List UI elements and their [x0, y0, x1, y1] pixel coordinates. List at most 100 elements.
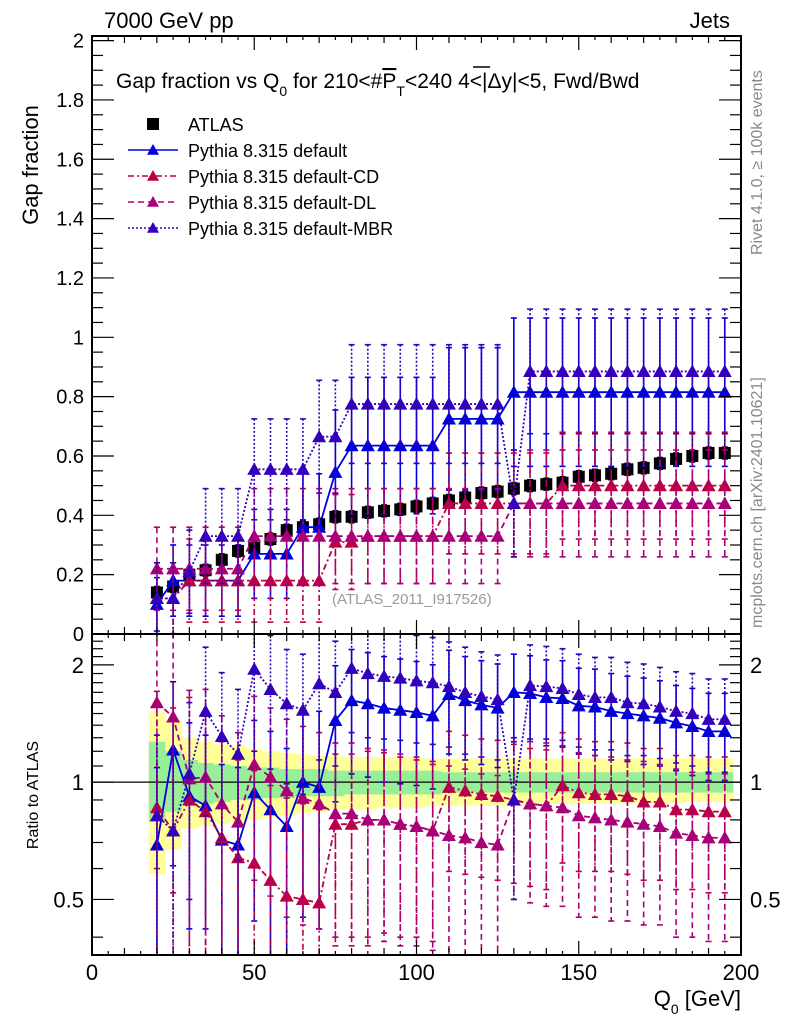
y-axis-title-main: Gap fraction	[18, 105, 43, 225]
y-tick-label: 0.6	[56, 446, 84, 468]
data-point	[717, 496, 732, 510]
x-title-unit: [GeV]	[679, 986, 741, 1011]
data-point	[149, 591, 164, 604]
data-point	[312, 895, 327, 909]
series-line	[156, 784, 725, 904]
data-point	[636, 696, 651, 710]
data-point	[312, 429, 327, 443]
data-point	[247, 662, 262, 675]
data-point	[571, 808, 586, 822]
data-point	[555, 778, 570, 792]
data-point	[669, 826, 684, 839]
legend-label: Pythia 8.315 default	[188, 141, 347, 161]
data-point	[247, 757, 262, 771]
data-point	[409, 529, 424, 542]
data-point	[669, 802, 684, 816]
data-point	[539, 364, 554, 378]
data-point	[685, 828, 700, 841]
legend-item-pythia-8-315-default-mbr: Pythia 8.315 default-MBR	[128, 219, 393, 239]
data-point	[263, 682, 278, 695]
data-point	[458, 529, 473, 542]
data-point	[506, 496, 521, 510]
y-tick-label: 1	[73, 327, 84, 349]
data-point	[587, 364, 602, 378]
data-point	[604, 496, 619, 510]
data-point	[441, 397, 456, 410]
data-point	[717, 830, 732, 844]
data-point	[458, 397, 473, 410]
data-point	[652, 794, 667, 808]
ratio-y-tick-label-left: 0.5	[53, 887, 84, 912]
data-point	[636, 496, 651, 510]
data-point	[393, 529, 408, 542]
data-point	[474, 397, 489, 410]
data-point	[604, 364, 619, 378]
legend-item-atlas: ATLAS	[147, 115, 244, 135]
data-point	[441, 529, 456, 542]
data-point	[214, 729, 229, 743]
data-point	[441, 828, 456, 841]
data-point	[312, 676, 327, 690]
data-point	[571, 496, 586, 510]
data-point	[474, 787, 489, 801]
data-point	[149, 800, 164, 814]
axes: 0 50 100 150 200 0 0.2 0.4 0.6 0.8 1 1.2 1.4 1.6 1.8 2 0…	[53, 31, 780, 985]
data-point	[441, 687, 456, 700]
data-point	[669, 385, 684, 398]
data-point	[360, 696, 375, 710]
data-point	[507, 482, 520, 495]
plot-title: Gap fraction vs Q0 for 210<#PT<240 4<|Δy…	[116, 70, 639, 99]
data-point	[555, 800, 570, 814]
data-point	[231, 815, 246, 828]
data-point	[523, 678, 538, 692]
data-point	[295, 529, 310, 542]
data-point	[312, 520, 327, 533]
data-point	[247, 529, 262, 542]
legend-item-pythia-8-315-default: Pythia 8.315 default	[128, 141, 347, 161]
data-point	[377, 397, 392, 410]
data-point	[636, 708, 651, 722]
data-point	[701, 830, 716, 844]
data-point	[490, 837, 505, 851]
data-point	[717, 712, 732, 725]
data-point	[701, 724, 716, 737]
legend: ATLAS Pythia 8.315 default Pythia 8.315 de…	[128, 115, 393, 239]
data-point	[555, 681, 570, 695]
data-point	[279, 529, 294, 542]
data-point	[393, 671, 408, 684]
data-point	[441, 679, 456, 693]
data-point	[295, 791, 310, 804]
data-point	[474, 835, 489, 849]
ratio-y-tick-label-right: 0.5	[750, 887, 781, 912]
data-point	[506, 792, 521, 806]
data-point	[669, 704, 684, 717]
header-right-label: Jets	[690, 8, 730, 33]
x-axis-title: Q0 [GeV]	[654, 986, 741, 1017]
data-point	[149, 695, 164, 709]
data-point	[295, 703, 310, 716]
main-plot-series	[149, 308, 732, 634]
data-point	[166, 709, 181, 723]
data-point	[312, 529, 327, 542]
rivet-version-label: Rivet 4.1.0, ≥ 100k events	[749, 70, 766, 255]
data-point	[523, 364, 538, 378]
y-tick-label: 0.4	[56, 505, 84, 527]
x-tick-label: 100	[398, 960, 435, 985]
data-point	[425, 397, 440, 410]
data-point	[587, 385, 602, 398]
data-point	[539, 798, 554, 812]
data-point	[685, 706, 700, 720]
data-point	[523, 796, 538, 810]
data-point	[328, 685, 343, 698]
x-title-main: Q	[654, 986, 671, 1011]
data-point	[539, 679, 554, 693]
data-point	[506, 685, 521, 698]
data-point	[182, 564, 197, 578]
data-point	[604, 690, 619, 703]
data-point	[717, 385, 732, 398]
data-point	[604, 812, 619, 826]
data-point	[685, 385, 700, 398]
data-point	[539, 690, 554, 703]
legend-marker	[147, 170, 159, 181]
data-point	[214, 529, 229, 542]
